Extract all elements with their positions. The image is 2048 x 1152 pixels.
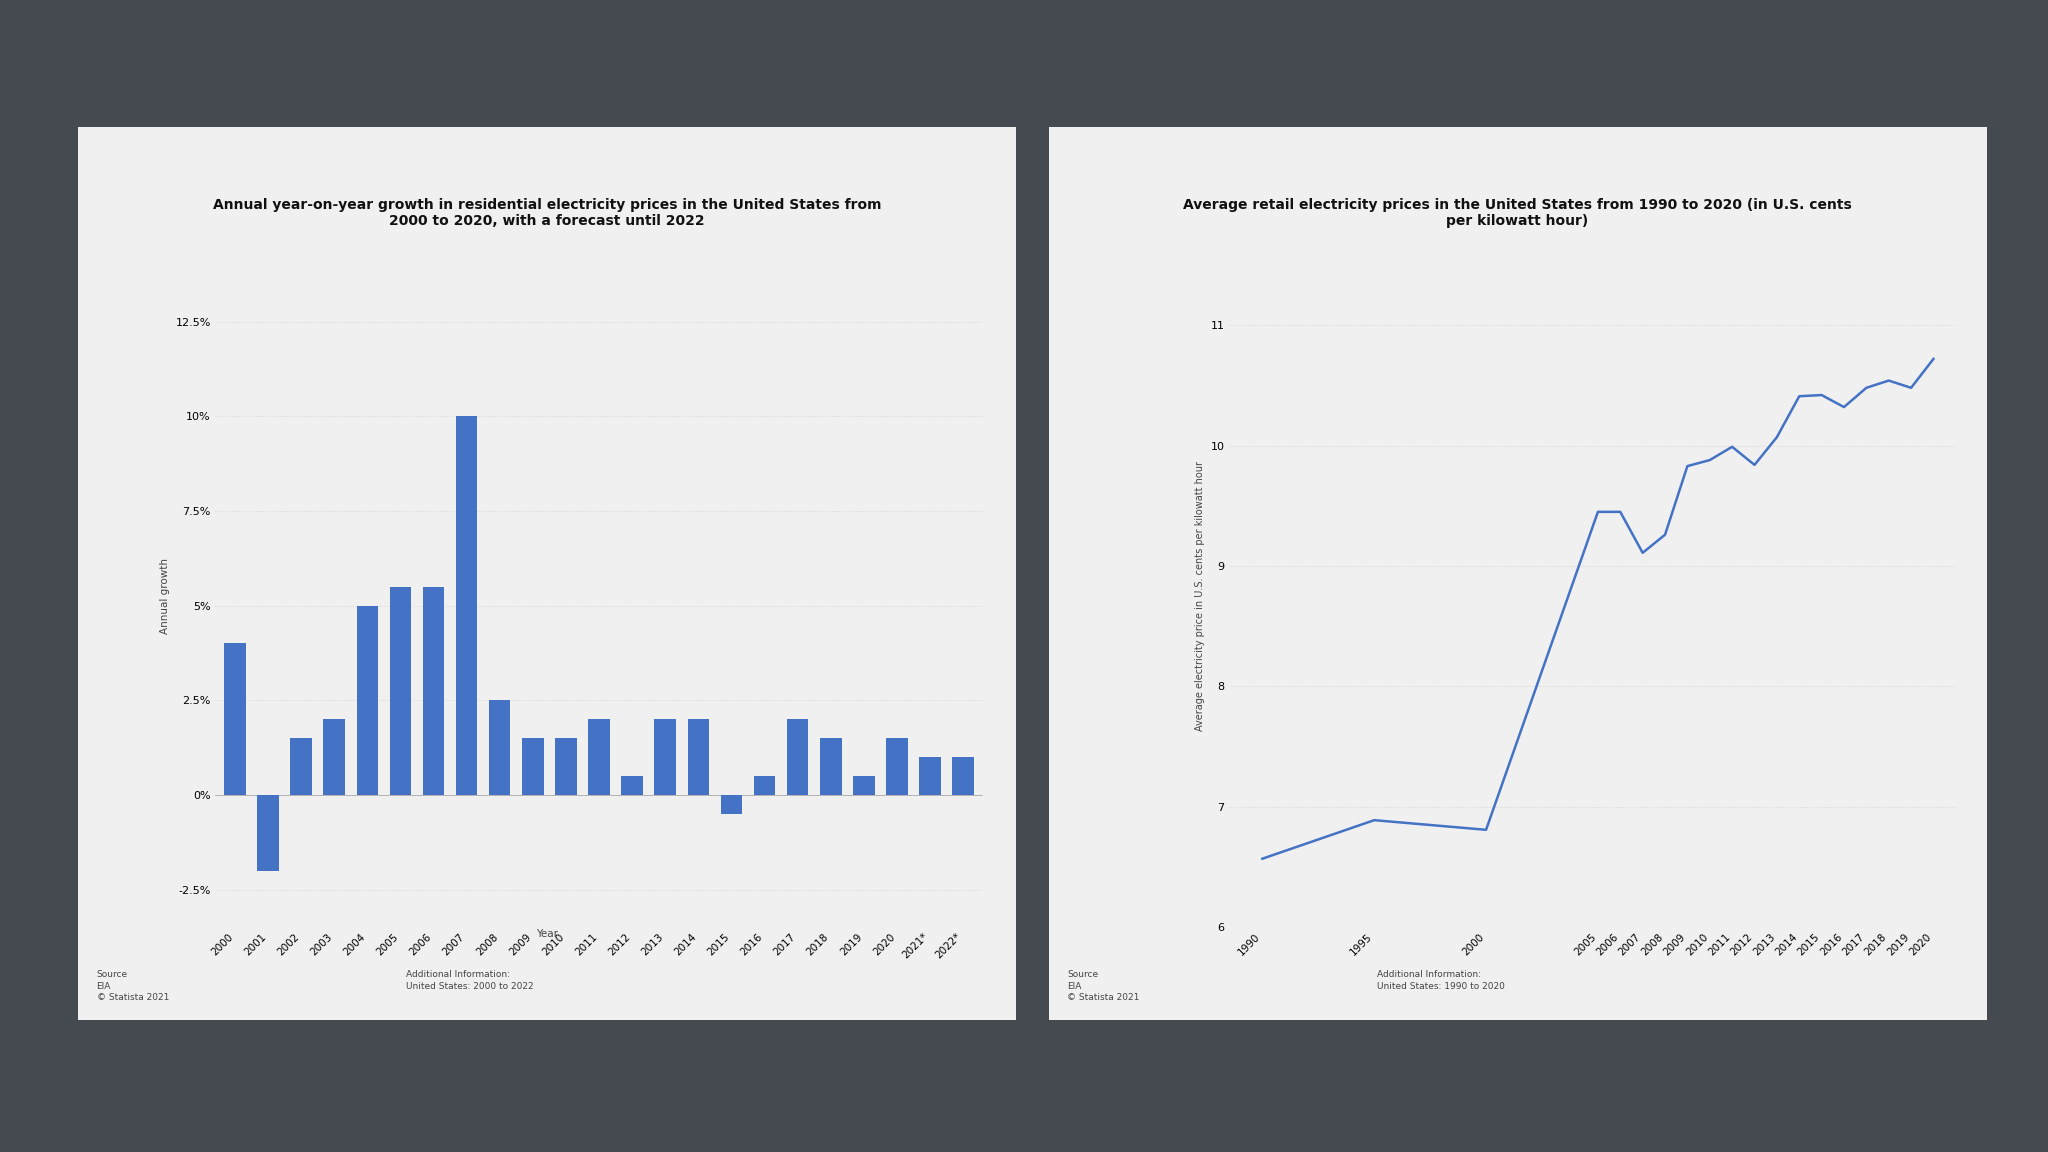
Bar <box>621 776 643 795</box>
Bar <box>786 719 809 795</box>
Bar <box>819 738 842 795</box>
Bar <box>588 719 610 795</box>
Bar <box>655 719 676 795</box>
Text: Source
EIA
© Statista 2021: Source EIA © Statista 2021 <box>1067 970 1139 1001</box>
Y-axis label: Annual growth: Annual growth <box>160 559 170 634</box>
Bar <box>324 719 344 795</box>
Bar <box>457 416 477 795</box>
Bar <box>952 757 975 795</box>
Bar <box>258 795 279 871</box>
Bar <box>754 776 776 795</box>
Bar <box>887 738 907 795</box>
Bar <box>688 719 709 795</box>
Text: Source
EIA
© Statista 2021: Source EIA © Statista 2021 <box>96 970 168 1001</box>
Text: Average retail electricity prices in the United States from 1990 to 2020 (in U.S: Average retail electricity prices in the… <box>1184 198 1851 228</box>
Text: Year: Year <box>537 930 557 939</box>
Y-axis label: Average electricity price in U.S. cents per kilowatt hour: Average electricity price in U.S. cents … <box>1196 461 1204 732</box>
Bar <box>522 738 543 795</box>
Bar <box>389 586 412 795</box>
Bar <box>356 606 379 795</box>
Text: Additional Information:
United States: 1990 to 2020: Additional Information: United States: 1… <box>1376 970 1505 991</box>
Bar <box>854 776 874 795</box>
Text: Annual year-on-year growth in residential electricity prices in the United State: Annual year-on-year growth in residentia… <box>213 198 881 228</box>
Bar <box>223 644 246 795</box>
Bar <box>721 795 741 813</box>
Bar <box>920 757 940 795</box>
Bar <box>489 700 510 795</box>
Bar <box>422 586 444 795</box>
Text: Additional Information:
United States: 2000 to 2022: Additional Information: United States: 2… <box>406 970 535 991</box>
Bar <box>291 738 311 795</box>
Bar <box>555 738 578 795</box>
